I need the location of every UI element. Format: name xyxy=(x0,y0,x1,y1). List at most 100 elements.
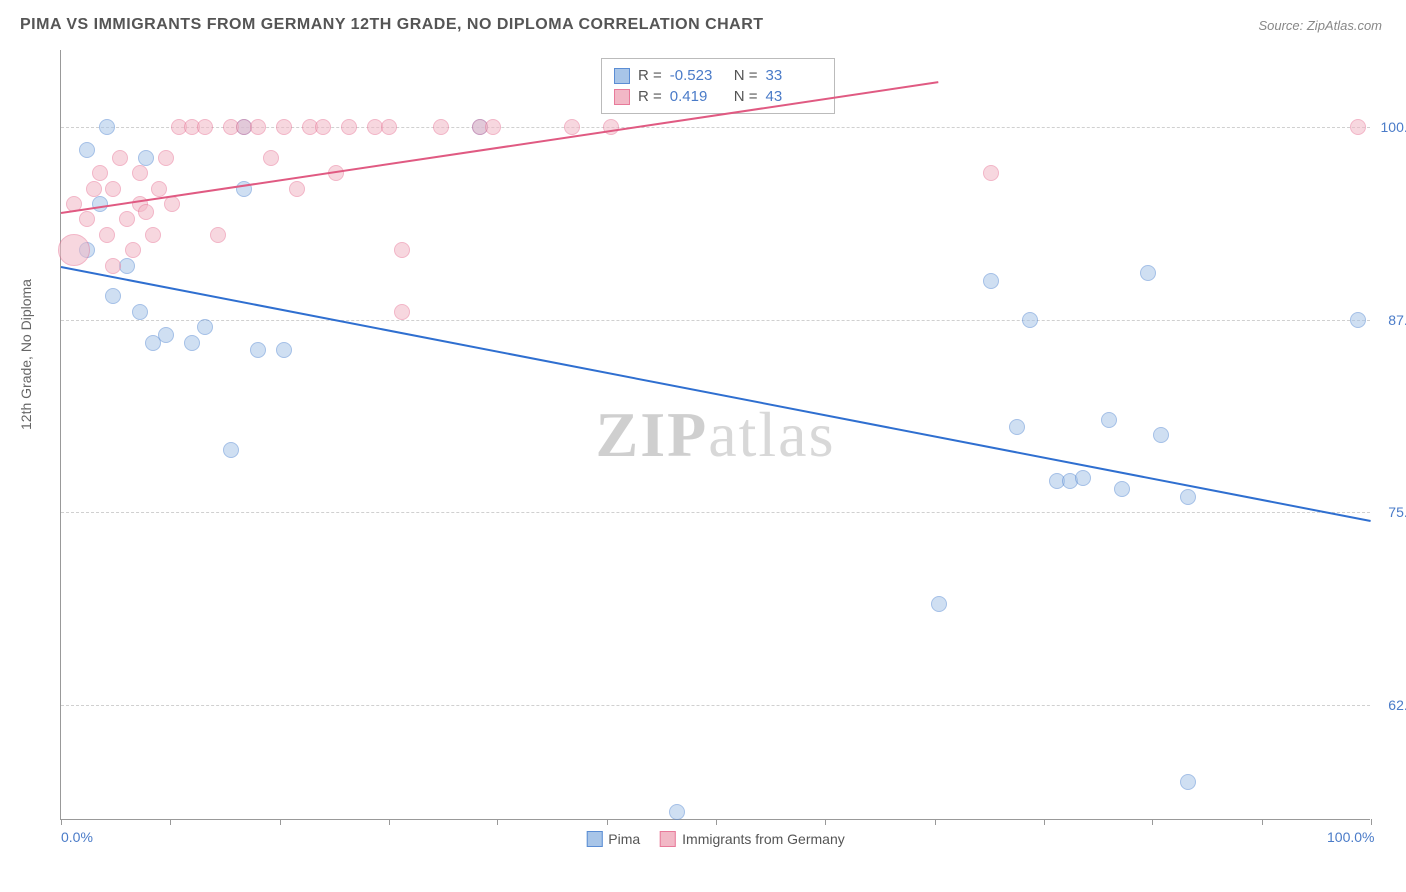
gridline-h xyxy=(61,512,1370,513)
data-point xyxy=(210,227,226,243)
data-point xyxy=(158,150,174,166)
x-tick xyxy=(497,819,498,825)
chart-title: PIMA VS IMMIGRANTS FROM GERMANY 12TH GRA… xyxy=(20,16,764,34)
legend-item: Immigrants from Germany xyxy=(660,831,845,847)
trend-line xyxy=(61,81,939,214)
data-point xyxy=(983,273,999,289)
x-tick xyxy=(389,819,390,825)
data-point xyxy=(315,119,331,135)
legend-item: Pima xyxy=(586,831,640,847)
x-tick xyxy=(716,819,717,825)
x-tick xyxy=(1371,819,1372,825)
data-point xyxy=(145,227,161,243)
data-point xyxy=(276,342,292,358)
data-point xyxy=(289,181,305,197)
y-tick-label: 62.5% xyxy=(1388,697,1406,713)
data-point xyxy=(1140,265,1156,281)
x-tick xyxy=(935,819,936,825)
gridline-h xyxy=(61,320,1370,321)
x-tick xyxy=(61,819,62,825)
data-point xyxy=(138,204,154,220)
y-tick-label: 87.5% xyxy=(1388,312,1406,328)
data-point xyxy=(1180,774,1196,790)
x-tick xyxy=(170,819,171,825)
data-point xyxy=(105,258,121,274)
data-point xyxy=(105,181,121,197)
data-point xyxy=(341,119,357,135)
data-point xyxy=(99,119,115,135)
data-point xyxy=(250,119,266,135)
data-point xyxy=(125,242,141,258)
data-point xyxy=(132,304,148,320)
x-tick xyxy=(1262,819,1263,825)
legend-swatch xyxy=(660,831,676,847)
data-point xyxy=(931,596,947,612)
correlation-legend: R =-0.523N =33R =0.419N =43 xyxy=(601,58,835,114)
y-tick-label: 75.0% xyxy=(1388,504,1406,520)
x-tick xyxy=(280,819,281,825)
legend-n-value: 33 xyxy=(766,67,822,84)
chart-plot-area: ZIPatlas R =-0.523N =33R =0.419N =43 Pim… xyxy=(60,50,1370,820)
source-attribution: Source: ZipAtlas.com xyxy=(1258,18,1382,33)
data-point xyxy=(151,181,167,197)
x-tick xyxy=(607,819,608,825)
legend-label: Immigrants from Germany xyxy=(682,831,845,847)
data-point xyxy=(1075,470,1091,486)
data-point xyxy=(197,119,213,135)
data-point xyxy=(1153,427,1169,443)
data-point xyxy=(1180,489,1196,505)
data-point xyxy=(381,119,397,135)
legend-swatch xyxy=(614,89,630,105)
data-point xyxy=(99,227,115,243)
data-point xyxy=(79,211,95,227)
x-tick xyxy=(1152,819,1153,825)
legend-r-value: 0.419 xyxy=(670,88,726,105)
data-point xyxy=(485,119,501,135)
data-point xyxy=(92,196,108,212)
data-point xyxy=(394,304,410,320)
data-point xyxy=(105,288,121,304)
legend-r-label: R = xyxy=(638,88,662,105)
y-axis-label: 12th Grade, No Diploma xyxy=(18,279,34,430)
data-point xyxy=(132,165,148,181)
data-point xyxy=(164,196,180,212)
series-legend: Pima Immigrants from Germany xyxy=(586,831,845,847)
data-point xyxy=(669,804,685,820)
data-point xyxy=(223,442,239,458)
data-point xyxy=(79,142,95,158)
data-point xyxy=(983,165,999,181)
data-point xyxy=(433,119,449,135)
data-point xyxy=(86,181,102,197)
x-tick-label: 100.0% xyxy=(1327,829,1374,845)
data-point xyxy=(197,319,213,335)
data-point xyxy=(184,335,200,351)
gridline-h xyxy=(61,705,1370,706)
data-point xyxy=(112,150,128,166)
legend-r-value: -0.523 xyxy=(670,67,726,84)
data-point xyxy=(1350,312,1366,328)
data-point xyxy=(138,150,154,166)
legend-swatch xyxy=(586,831,602,847)
data-point xyxy=(1009,419,1025,435)
data-point xyxy=(250,342,266,358)
data-point xyxy=(1114,481,1130,497)
data-point xyxy=(119,211,135,227)
legend-r-label: R = xyxy=(638,67,662,84)
data-point xyxy=(58,234,90,266)
legend-n-label: N = xyxy=(734,88,758,105)
data-point xyxy=(158,327,174,343)
legend-label: Pima xyxy=(608,831,640,847)
data-point xyxy=(263,150,279,166)
legend-swatch xyxy=(614,68,630,84)
x-tick xyxy=(1044,819,1045,825)
legend-n-label: N = xyxy=(734,67,758,84)
data-point xyxy=(1350,119,1366,135)
x-tick-label: 0.0% xyxy=(61,829,93,845)
data-point xyxy=(1101,412,1117,428)
data-point xyxy=(1022,312,1038,328)
data-point xyxy=(92,165,108,181)
legend-stats-row: R = -0.523 N = 33 xyxy=(614,65,822,86)
data-point xyxy=(394,242,410,258)
data-point xyxy=(564,119,580,135)
data-point xyxy=(276,119,292,135)
